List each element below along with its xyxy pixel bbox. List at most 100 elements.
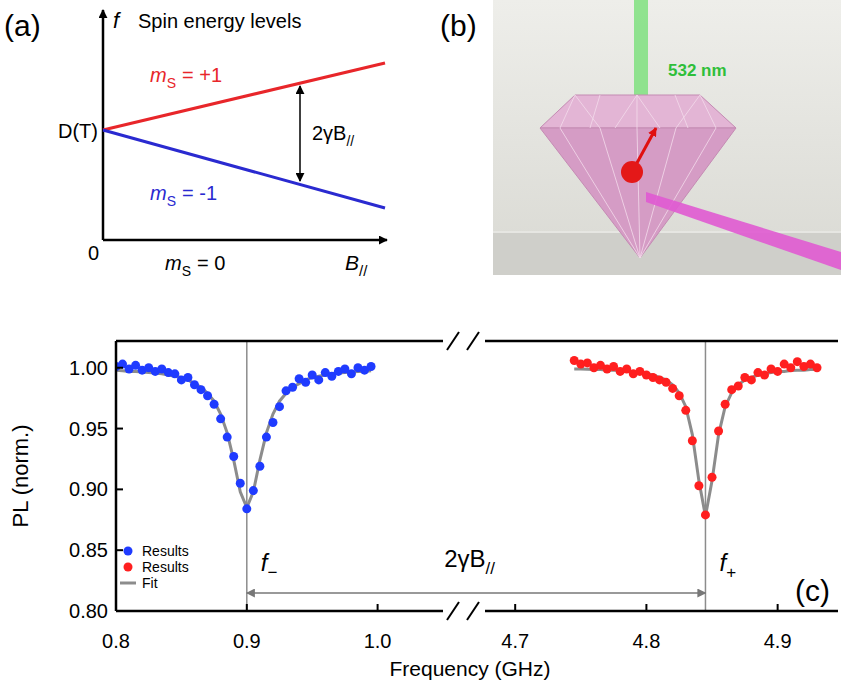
data-point bbox=[183, 373, 192, 382]
x-tick bbox=[645, 604, 647, 611]
data-point bbox=[668, 384, 677, 393]
fit-line bbox=[116, 370, 371, 507]
data-point bbox=[223, 433, 232, 442]
diamond-facet bbox=[560, 128, 640, 258]
spin-sphere bbox=[621, 161, 643, 183]
y-tick bbox=[116, 610, 123, 612]
resonance-label-part: − bbox=[267, 563, 277, 582]
legend-swatch bbox=[120, 582, 136, 585]
scene-background bbox=[493, 0, 841, 275]
magenta-beam bbox=[646, 192, 841, 270]
diamond-facet bbox=[575, 95, 600, 128]
x-tick bbox=[377, 604, 379, 611]
diamond-facet bbox=[637, 128, 640, 258]
top-frame-line bbox=[116, 340, 443, 343]
data-point bbox=[216, 414, 225, 423]
zero-field-label: D(T) bbox=[58, 120, 98, 142]
diamond-facet bbox=[590, 95, 600, 128]
data-point bbox=[268, 418, 277, 427]
panel-letter: (b) bbox=[440, 9, 477, 42]
y-axis-line bbox=[115, 341, 118, 611]
data-point bbox=[721, 400, 730, 409]
y-tick bbox=[116, 367, 123, 369]
floor-edge bbox=[493, 231, 841, 233]
splitting-label-part: 2γB bbox=[312, 122, 346, 144]
legend-label: Results bbox=[142, 543, 189, 559]
data-point bbox=[688, 436, 697, 445]
legend-label: Fit bbox=[142, 575, 158, 591]
level-label-part: S bbox=[167, 75, 176, 91]
diamond-pavilion bbox=[540, 128, 736, 258]
diamond-facet bbox=[600, 128, 640, 258]
plot-area bbox=[116, 341, 376, 611]
legend-swatch bbox=[124, 563, 133, 572]
diamond-facet bbox=[700, 95, 716, 128]
level-plus bbox=[103, 63, 385, 130]
diamond-crown bbox=[540, 95, 736, 128]
data-point bbox=[301, 378, 310, 387]
data-point bbox=[701, 510, 710, 519]
x-tick-label: 0.8 bbox=[102, 630, 130, 652]
data-point bbox=[236, 479, 245, 488]
level-label-part: = 0 bbox=[197, 252, 225, 274]
panel-letter: (c) bbox=[795, 574, 830, 607]
top-frame-line bbox=[485, 340, 838, 343]
diamond-facet bbox=[640, 128, 716, 258]
diamond-facet bbox=[675, 95, 688, 128]
splitting-arrow bbox=[299, 86, 301, 181]
y-tick bbox=[116, 549, 123, 551]
splitting-label-part: 2γB bbox=[444, 545, 485, 572]
level-label-part: m bbox=[165, 252, 182, 274]
level-label-part: = -1 bbox=[182, 182, 217, 204]
resonance-label: f− bbox=[261, 549, 278, 582]
x-axis-line bbox=[103, 239, 387, 242]
x-axis-title-part: // bbox=[359, 262, 368, 279]
x-axis-line bbox=[116, 610, 443, 613]
level-label: mS= -1 bbox=[150, 182, 217, 209]
y-axis-line bbox=[102, 10, 105, 240]
resonance-label: f+ bbox=[719, 549, 736, 582]
data-point bbox=[229, 452, 238, 461]
level-label: mS = 0 bbox=[165, 252, 225, 279]
data-point bbox=[275, 402, 284, 411]
x-axis-line bbox=[485, 610, 838, 613]
resonance-line bbox=[705, 341, 707, 611]
y-tick-label: 0.95 bbox=[69, 418, 108, 440]
panel-title: Spin energy levels bbox=[138, 10, 301, 32]
level-label-part: S bbox=[167, 193, 176, 209]
resonance-line bbox=[246, 341, 248, 611]
y-tick bbox=[116, 488, 123, 490]
data-point bbox=[714, 427, 723, 436]
level-label-part: = +1 bbox=[182, 64, 222, 86]
axis-break bbox=[447, 332, 459, 350]
data-point bbox=[773, 367, 782, 376]
y-axis-title: PL (norm.) bbox=[8, 424, 33, 527]
y-tick bbox=[116, 428, 123, 430]
legend-swatch bbox=[124, 547, 133, 556]
y-tick-label: 0.90 bbox=[69, 478, 108, 500]
diamond-facet bbox=[615, 95, 637, 128]
data-point bbox=[708, 473, 717, 482]
data-point bbox=[249, 486, 258, 495]
diamond-facet bbox=[637, 95, 660, 128]
y-tick-label: 1.00 bbox=[69, 357, 108, 379]
level-label-part: S bbox=[182, 263, 191, 279]
data-point bbox=[262, 433, 271, 442]
data-point bbox=[675, 391, 684, 400]
laser-label: 532 nm bbox=[668, 61, 727, 80]
legend-label: Results bbox=[142, 559, 189, 575]
x-tick-label: 4.9 bbox=[764, 630, 792, 652]
x-tick bbox=[514, 604, 516, 611]
origin-label: 0 bbox=[88, 242, 99, 264]
resonance-label-part: + bbox=[726, 563, 736, 582]
data-point bbox=[255, 462, 264, 471]
data-point bbox=[210, 400, 219, 409]
fit-line bbox=[574, 369, 817, 516]
data-point bbox=[288, 383, 297, 392]
x-axis-title: Frequency (GHz) bbox=[389, 657, 550, 680]
data-point bbox=[367, 362, 376, 371]
diamond-facet bbox=[637, 95, 638, 128]
green-beam bbox=[634, 0, 648, 100]
data-point bbox=[203, 391, 212, 400]
axis-break bbox=[467, 602, 479, 620]
